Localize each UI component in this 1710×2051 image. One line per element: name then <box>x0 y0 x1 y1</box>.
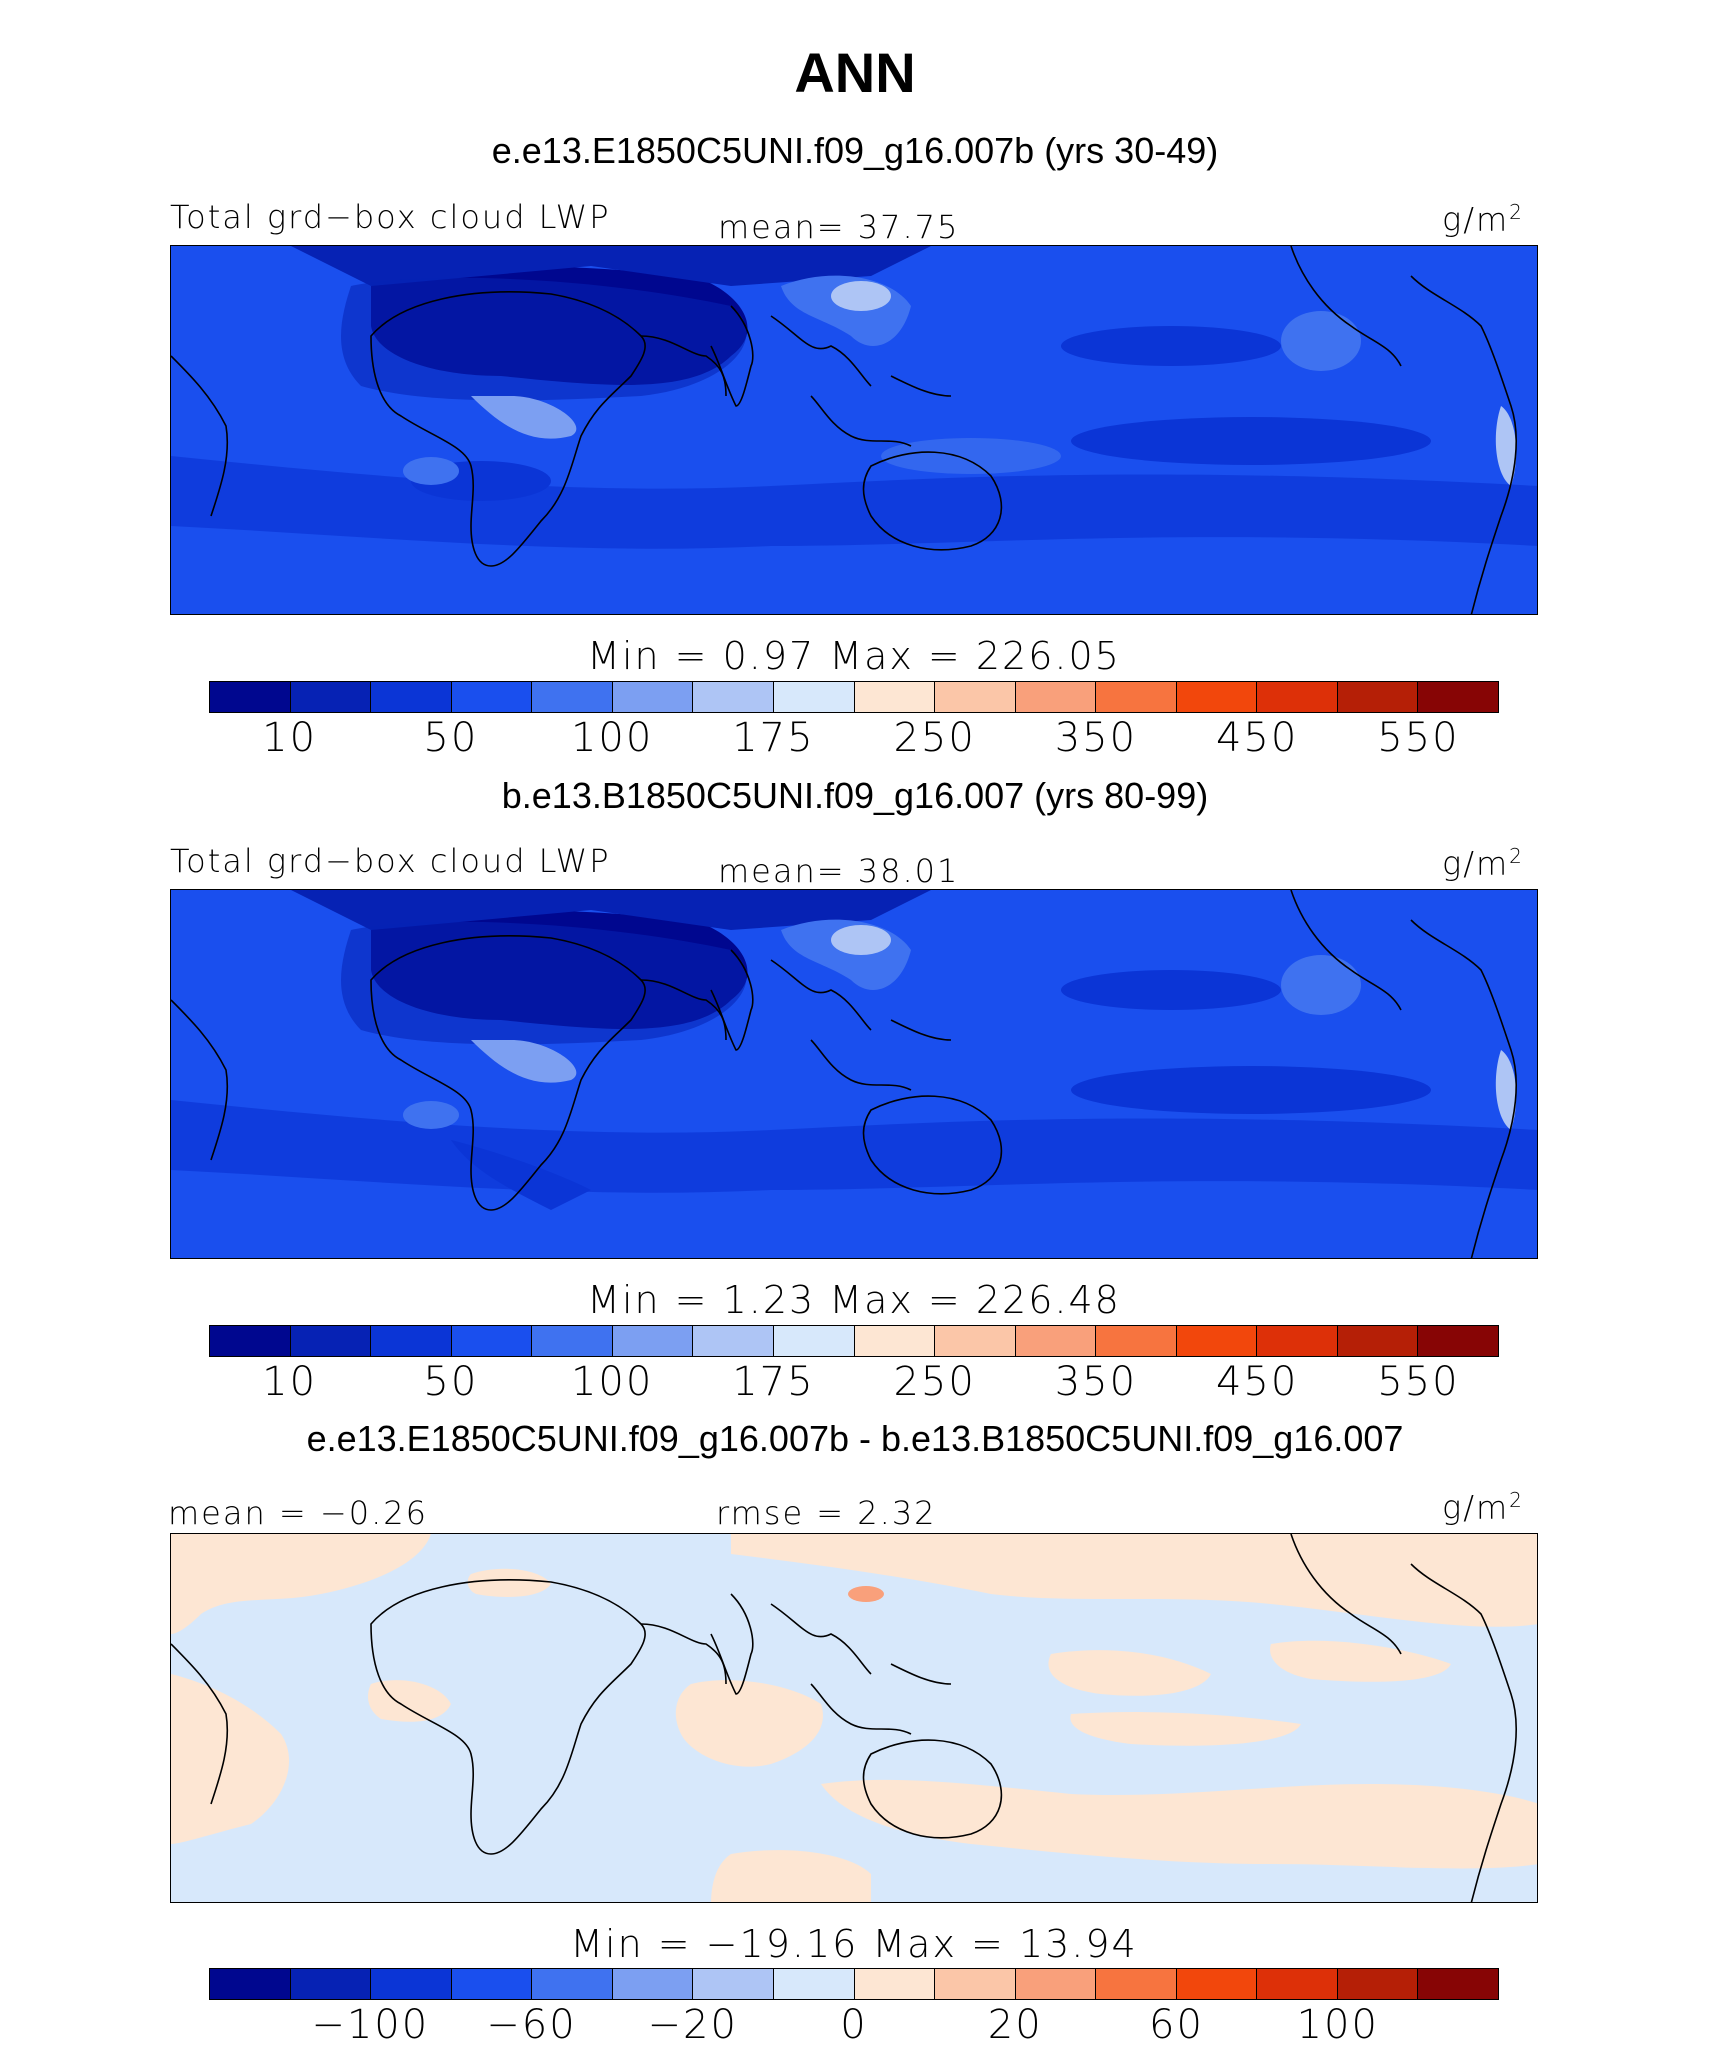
panel-1-variable-label: Total grd−box cloud LWP <box>170 198 611 236</box>
colorbar-swatch-15 <box>1418 682 1498 712</box>
panel-3-rmse-label: rmse = 2.32 <box>716 1494 937 1532</box>
colorbar-swatch-3 <box>451 682 533 712</box>
colorbar-swatch-12 <box>1176 1969 1258 1999</box>
colorbar-swatch-2 <box>371 1969 452 1999</box>
colorbar-tick-label: 250 <box>893 715 976 761</box>
colorbar-tick-label: 60 <box>1149 2002 1204 2048</box>
panel-2-case-title: b.e13.B1850C5UNI.f09_g16.007 (yrs 80-99) <box>501 775 1209 816</box>
colorbar-swatch-10 <box>1015 1326 1097 1356</box>
colorbar-swatch-0 <box>210 1326 291 1356</box>
colorbar-swatch-8 <box>854 1969 936 1999</box>
colorbar-swatch-0 <box>210 682 291 712</box>
colorbar-swatch-12 <box>1176 682 1258 712</box>
panel-1-map-svg <box>171 246 1537 614</box>
panel-3-mean-label: mean = −0.26 <box>168 1494 428 1532</box>
page-title: ANN <box>794 41 916 104</box>
colorbar-swatch-0 <box>210 1969 291 1999</box>
colorbar-tick-label: 350 <box>1054 715 1138 761</box>
colorbar-swatch-3 <box>451 1326 533 1356</box>
colorbar-swatch-13 <box>1257 682 1338 712</box>
panel-3-units: g/m2 <box>1442 1488 1524 1527</box>
colorbar-swatch-7 <box>773 1969 855 1999</box>
colorbar-swatch-11 <box>1096 1326 1177 1356</box>
panel-1-colorbar-labels: 10 50 100 175 250 350 450 550 <box>209 715 1499 761</box>
colorbar-swatch-1 <box>290 1326 372 1356</box>
colorbar-tick-label: −100 <box>311 2002 430 2048</box>
colorbar-swatch-11 <box>1096 682 1177 712</box>
panel-2-mean-label: mean= 38.01 <box>718 852 960 890</box>
panel-2-map-svg <box>171 890 1537 1258</box>
colorbar-tick-label: −60 <box>486 2002 577 2048</box>
colorbar-swatch-14 <box>1337 1969 1419 1999</box>
panel-2-colorbar <box>209 1325 1499 1357</box>
colorbar-tick-label: 450 <box>1215 715 1299 761</box>
panel-3-case-title: e.e13.E1850C5UNI.f09_g16.007b - b.e13.B1… <box>306 1418 1404 1459</box>
panel-2-colorbar-labels: 10 50 100 175 250 350 450 550 <box>209 1359 1499 1405</box>
panel-2-minmax: Min = 1.23 Max = 226.48 <box>587 1278 1121 1322</box>
colorbar-tick-label: 100 <box>570 1359 654 1405</box>
colorbar-swatch-13 <box>1257 1326 1338 1356</box>
colorbar-tick-label: −20 <box>647 2002 738 2048</box>
colorbar-tick-label: 175 <box>732 715 815 761</box>
panel-1-minmax: Min = 0.97 Max = 226.05 <box>587 634 1121 678</box>
colorbar-swatch-2 <box>371 682 452 712</box>
panel-1-colorbar <box>209 681 1499 713</box>
panel-3-map-svg <box>171 1534 1537 1902</box>
colorbar-swatch-10 <box>1015 1969 1097 1999</box>
colorbar-swatch-10 <box>1015 682 1097 712</box>
panel-2-map <box>170 889 1538 1259</box>
colorbar-swatch-8 <box>854 682 936 712</box>
panel-1-units: g/m2 <box>1442 200 1524 239</box>
colorbar-swatch-5 <box>612 682 694 712</box>
panel-3-map <box>170 1533 1538 1903</box>
panel-3-colorbar-labels: −100 −60 −20 0 20 60 100 <box>209 2002 1499 2048</box>
colorbar-tick-label: 350 <box>1054 1359 1138 1405</box>
colorbar-swatch-14 <box>1337 1326 1419 1356</box>
colorbar-swatch-8 <box>854 1326 936 1356</box>
colorbar-tick-label: 20 <box>987 2002 1043 2048</box>
panel-1-mean-label: mean= 37.75 <box>718 208 960 246</box>
colorbar-tick-label: 10 <box>262 1359 318 1405</box>
colorbar-swatch-6 <box>693 1969 774 1999</box>
colorbar-tick-label: 10 <box>262 715 318 761</box>
colorbar-swatch-7 <box>773 682 855 712</box>
colorbar-swatch-5 <box>612 1969 694 1999</box>
colorbar-swatch-11 <box>1096 1969 1177 1999</box>
colorbar-swatch-4 <box>532 1326 613 1356</box>
colorbar-tick-label: 250 <box>893 1359 976 1405</box>
colorbar-swatch-9 <box>935 1969 1016 1999</box>
colorbar-tick-label: 550 <box>1377 1359 1460 1405</box>
colorbar-swatch-1 <box>290 1969 372 1999</box>
colorbar-tick-label: 100 <box>570 715 654 761</box>
colorbar-tick-label: 0 <box>840 2002 868 2048</box>
colorbar-tick-label: 550 <box>1377 715 1460 761</box>
colorbar-tick-label: 450 <box>1215 1359 1299 1405</box>
panel-1-case-title: e.e13.E1850C5UNI.f09_g16.007b (yrs 30-49… <box>491 130 1219 171</box>
colorbar-swatch-12 <box>1176 1326 1258 1356</box>
colorbar-swatch-15 <box>1418 1326 1498 1356</box>
colorbar-swatch-6 <box>693 1326 774 1356</box>
colorbar-swatch-6 <box>693 682 774 712</box>
colorbar-swatch-5 <box>612 1326 694 1356</box>
panel-2-variable-label: Total grd−box cloud LWP <box>170 842 611 880</box>
colorbar-swatch-9 <box>935 682 1016 712</box>
panel-3-colorbar <box>209 1968 1499 2000</box>
colorbar-swatch-15 <box>1418 1969 1498 1999</box>
colorbar-tick-label: 50 <box>423 1359 479 1405</box>
colorbar-swatch-4 <box>532 1969 613 1999</box>
panel-2-units: g/m2 <box>1442 844 1524 883</box>
panel-1-map <box>170 245 1538 615</box>
colorbar-tick-label: 50 <box>423 715 479 761</box>
colorbar-swatch-3 <box>451 1969 533 1999</box>
colorbar-tick-label: 100 <box>1296 2002 1379 2048</box>
colorbar-tick-label: 175 <box>732 1359 815 1405</box>
colorbar-swatch-13 <box>1257 1969 1338 1999</box>
colorbar-swatch-9 <box>935 1326 1016 1356</box>
colorbar-swatch-4 <box>532 682 613 712</box>
panel-3-minmax: Min = −19.16 Max = 13.94 <box>570 1922 1138 1966</box>
colorbar-swatch-1 <box>290 682 372 712</box>
colorbar-swatch-7 <box>773 1326 855 1356</box>
colorbar-swatch-2 <box>371 1326 452 1356</box>
colorbar-swatch-14 <box>1337 682 1419 712</box>
